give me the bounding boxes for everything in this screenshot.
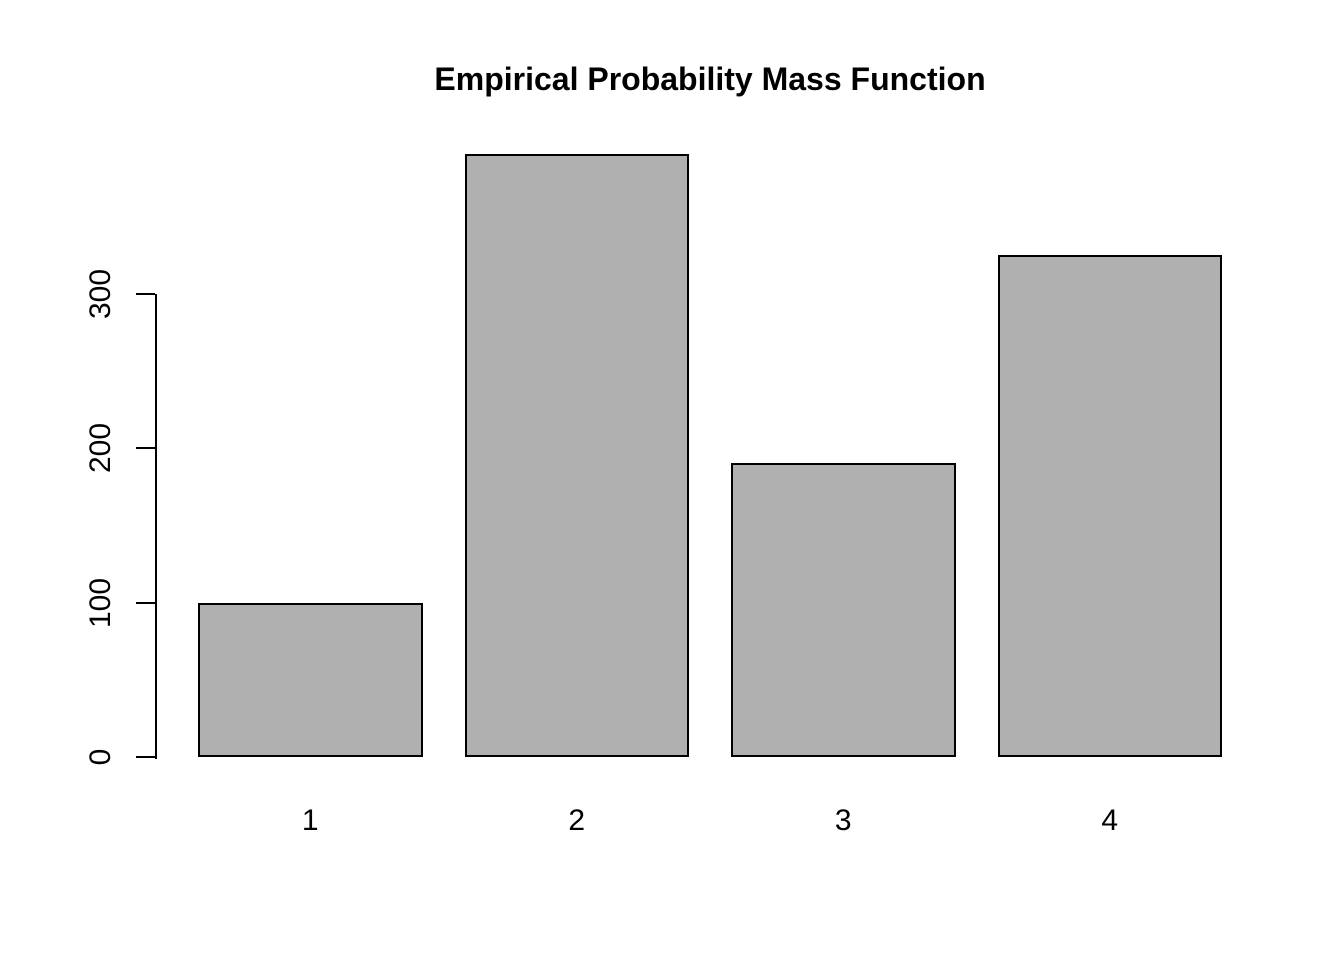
- x-tick-label: 3: [834, 804, 852, 837]
- bar-category-4: [997, 254, 1222, 757]
- y-axis-line: [155, 293, 157, 759]
- chart-title: Empirical Probability Mass Function: [434, 61, 986, 97]
- x-tick-label: 4: [1101, 804, 1119, 837]
- y-axis-tick: [136, 447, 155, 449]
- x-tick-label: 2: [568, 804, 586, 837]
- bar-category-2: [464, 154, 689, 757]
- bar-category-1: [198, 602, 423, 757]
- y-tick-label: 300: [84, 268, 117, 319]
- y-axis-tick: [136, 756, 155, 758]
- y-tick-label: 100: [84, 577, 117, 628]
- y-axis-tick: [136, 601, 155, 604]
- bar-category-3: [731, 463, 956, 757]
- y-tick-label: 200: [84, 422, 117, 474]
- x-tick-label: 1: [301, 804, 319, 837]
- y-tick-label: 0: [84, 748, 117, 766]
- y-axis-tick: [136, 292, 155, 295]
